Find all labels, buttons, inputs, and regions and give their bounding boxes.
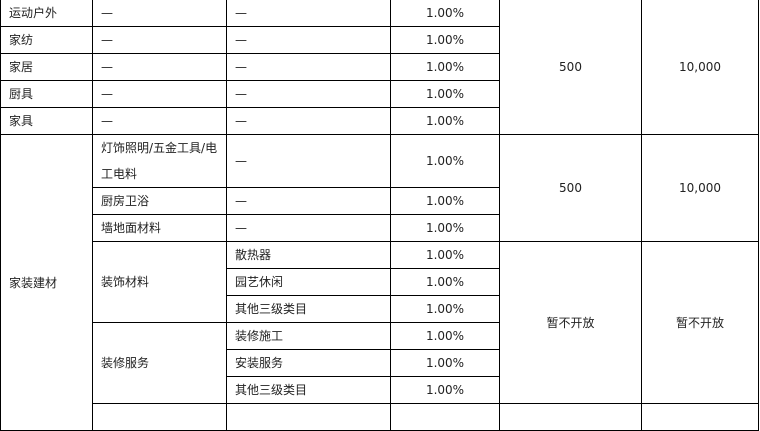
deposit-cell: 暂不开放 [499, 241, 642, 404]
third-category-cell: — [226, 26, 391, 54]
rate-cell: 1.00% [390, 376, 500, 404]
table-row: 厨具 — — 1.00% [0, 80, 759, 108]
empty-cell [92, 403, 227, 431]
third-category-cell: — [226, 134, 391, 188]
rate-cell: 1.00% [390, 53, 500, 81]
empty-cell [226, 403, 391, 431]
third-category-cell: — [226, 187, 391, 215]
empty-cell [390, 403, 500, 431]
table-row: 运动户外 — — 1.00% 500 10,000 [0, 0, 759, 135]
table-row: 其他三级类目 1.00% [1, 295, 759, 323]
third-category-cell: — [226, 214, 391, 242]
subcategory-cell: 墙地面材料 [92, 214, 227, 242]
rate-cell: 1.00% [390, 0, 500, 27]
table-row: 家居 — — 1.00% [0, 53, 759, 81]
rate-cell: 1.00% [390, 214, 500, 242]
table-row: 厨房卫浴 — 1.00% [1, 187, 759, 215]
table-row: 墙地面材料 — 1.00% [1, 214, 759, 242]
table-row: 园艺休闲 1.00% [1, 268, 759, 296]
cap-cell: 10,000 [641, 0, 759, 135]
subcategory-cell: 灯饰照明/五金工具/电工电料 [92, 134, 227, 188]
empty-cell [499, 403, 642, 431]
subcategory-cell: — [92, 80, 227, 108]
rate-cell: 1.00% [390, 107, 500, 135]
rate-cell: 1.00% [390, 295, 500, 323]
rate-cell: 1.00% [390, 268, 500, 296]
rate-cell: 1.00% [390, 349, 500, 377]
third-category-cell: — [226, 80, 391, 108]
rate-cell: 1.00% [390, 26, 500, 54]
subcategory-cell: — [92, 53, 227, 81]
third-category-cell: 其他三级类目 [226, 295, 391, 323]
subcategory-cell: — [92, 26, 227, 54]
category-cell: 家居 [0, 53, 93, 81]
subcategory-cell: 装饰材料 [92, 241, 227, 323]
rate-cell: 1.00% [390, 241, 500, 269]
subcategory-cell: — [92, 107, 227, 135]
third-category-cell: 园艺休闲 [226, 268, 391, 296]
table-row: 其他三级类目 1.00% [1, 376, 759, 404]
third-category-cell: 散热器 [226, 241, 391, 269]
category-cell: 家装建材 [0, 134, 93, 431]
third-category-cell: — [226, 53, 391, 81]
deposit-cell: 500 [499, 134, 642, 242]
third-category-cell: — [226, 107, 391, 135]
table-row [1, 403, 759, 431]
third-category-cell: 装修施工 [226, 322, 391, 350]
table-row: 家具 — — 1.00% [0, 107, 759, 135]
cap-cell: 10,000 [641, 134, 759, 242]
table-row: 家装建材 灯饰照明/五金工具/电工电料 — 1.00% 500 10,000 [0, 134, 759, 431]
deposit-cell: 500 [499, 0, 642, 135]
third-category-cell: 安装服务 [226, 349, 391, 377]
rate-cell: 1.00% [390, 134, 500, 188]
subcategory-cell: — [92, 0, 227, 27]
third-category-cell: — [226, 0, 391, 27]
category-cell: 家纺 [0, 26, 93, 54]
table-row: 安装服务 1.00% [1, 349, 759, 377]
empty-cell [641, 403, 759, 431]
table-row: 装修服务 装修施工 1.00% [1, 322, 759, 404]
category-cell: 家具 [0, 107, 93, 135]
rate-cell: 1.00% [390, 187, 500, 215]
subcategory-cell: 厨房卫浴 [92, 187, 227, 215]
table-row: 家纺 — — 1.00% [0, 26, 759, 54]
rate-cell: 1.00% [390, 80, 500, 108]
category-cell: 厨具 [0, 80, 93, 108]
third-category-cell: 其他三级类目 [226, 376, 391, 404]
subcategory-cell: 装修服务 [92, 322, 227, 404]
category-cell: 运动户外 [0, 0, 93, 27]
table-row: 装饰材料 散热器 1.00% 暂不开放 暂不开放 [1, 241, 759, 404]
rate-cell: 1.00% [390, 322, 500, 350]
cap-cell: 暂不开放 [641, 241, 759, 404]
